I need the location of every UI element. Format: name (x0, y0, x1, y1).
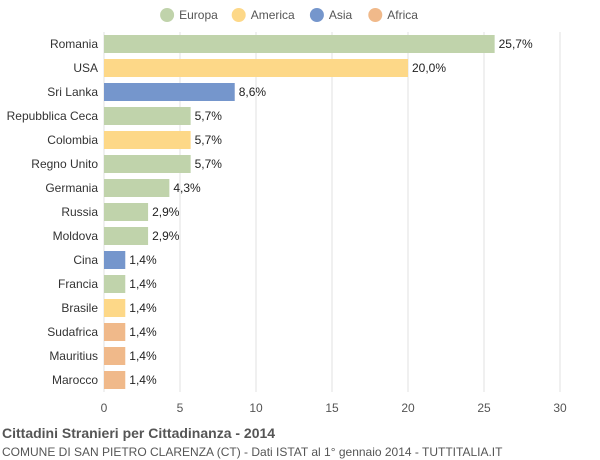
legend-swatch (309, 8, 324, 22)
category-label: Brasile (61, 301, 98, 315)
value-label: 5,7% (195, 133, 223, 147)
value-label: 5,7% (195, 157, 223, 171)
category-label: Repubblica Ceca (7, 109, 99, 123)
value-label: 5,7% (195, 109, 223, 123)
value-label: 1,4% (129, 277, 157, 291)
legend-label: Africa (387, 8, 418, 22)
x-tick-label: 5 (177, 401, 184, 415)
x-tick-label: 20 (401, 401, 415, 415)
bar (104, 35, 495, 53)
value-label: 1,4% (129, 325, 157, 339)
legend-swatch (231, 8, 246, 22)
value-label: 1,4% (129, 301, 157, 315)
category-label: USA (73, 61, 98, 75)
bar (104, 347, 126, 365)
bar (104, 83, 235, 101)
chart-title: Cittadini Stranieri per Cittadinanza - 2… (2, 425, 276, 441)
category-label: Colombia (47, 133, 98, 147)
bar (104, 59, 408, 77)
x-tick-label: 25 (477, 401, 491, 415)
value-label: 1,4% (129, 373, 157, 387)
category-label: Francia (58, 277, 98, 291)
bar (104, 179, 170, 197)
category-label: Germania (45, 181, 98, 195)
value-label: 8,6% (239, 85, 267, 99)
bar (104, 371, 126, 389)
bar (104, 251, 126, 269)
bar (104, 275, 126, 293)
category-label: Sudafrica (47, 325, 98, 339)
bar (104, 203, 149, 221)
bar (104, 299, 126, 317)
legend-swatch (368, 8, 383, 22)
category-label: Cina (73, 253, 98, 267)
value-label: 2,9% (152, 205, 180, 219)
value-label: 2,9% (152, 229, 180, 243)
bar (104, 227, 149, 245)
legend-label: Asia (329, 8, 353, 22)
bar (104, 323, 126, 341)
chart-legend: Europa America Asia Africa (160, 8, 418, 22)
x-tick-label: 15 (325, 401, 339, 415)
x-axis: 0 5 10 15 20 25 30 (101, 401, 567, 415)
category-label: Sri Lanka (47, 85, 98, 99)
x-tick-label: 0 (101, 401, 108, 415)
legend-swatch (160, 8, 175, 22)
bar (104, 155, 191, 173)
legend-label: Europa (179, 8, 218, 22)
category-label: Regno Unito (31, 157, 98, 171)
category-label: Russia (61, 205, 98, 219)
x-tick-label: 30 (553, 401, 567, 415)
value-label: 4,3% (173, 181, 201, 195)
chart-subtitle: COMUNE DI SAN PIETRO CLARENZA (CT) - Dat… (2, 445, 503, 459)
category-label: Marocco (52, 373, 98, 387)
bar (104, 131, 191, 149)
value-label: 1,4% (129, 349, 157, 363)
value-label: 1,4% (129, 253, 157, 267)
value-label: 25,7% (499, 37, 533, 51)
chart-bars: Romania 25,7% USA 20,0% Sri Lanka 8,6% Repubbl… (7, 35, 533, 389)
value-label: 20,0% (412, 61, 446, 75)
bar (104, 107, 191, 125)
category-label: Moldova (53, 229, 99, 243)
x-tick-label: 10 (249, 401, 263, 415)
category-label: Mauritius (49, 349, 98, 363)
category-label: Romania (50, 37, 98, 51)
legend-label: America (251, 8, 295, 22)
